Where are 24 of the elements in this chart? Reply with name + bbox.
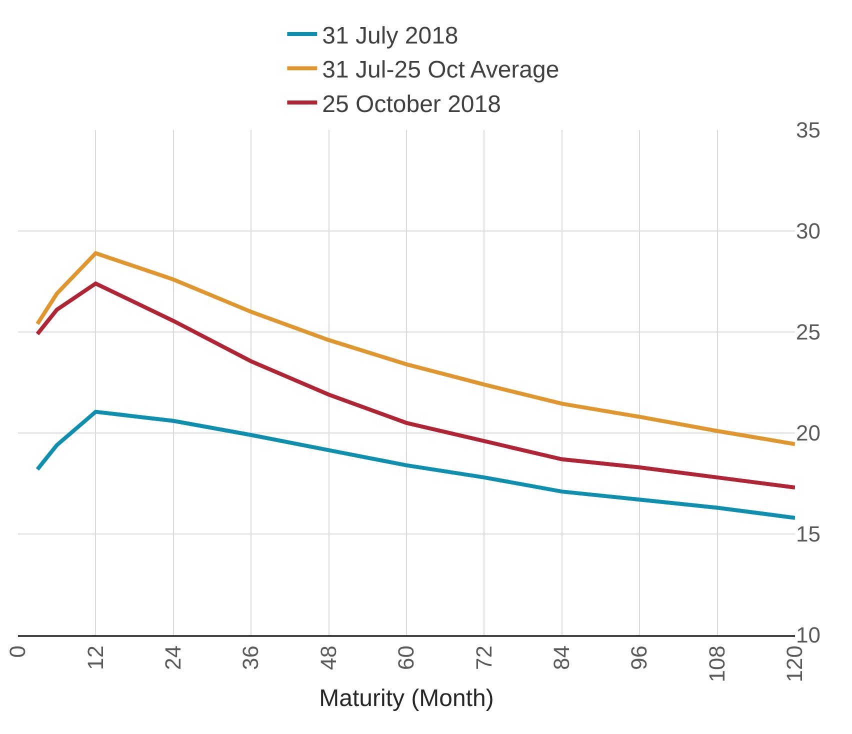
- x-tick-label: 12: [82, 646, 108, 670]
- x-tick-label: 0: [5, 646, 30, 658]
- x-tick-label: 60: [394, 646, 419, 670]
- x-tick-label: 108: [704, 646, 730, 682]
- x-tick-label: 96: [626, 646, 652, 670]
- x-tick-label: 48: [316, 646, 341, 670]
- x-axis-title: Maturity (Month): [319, 685, 494, 712]
- legend-label: 25 October 2018: [322, 90, 501, 118]
- x-tick-label: 36: [238, 646, 264, 670]
- y-tick-label: 30: [796, 218, 820, 244]
- legend-label: 31 July 2018: [322, 22, 458, 50]
- line-series: [35, 282, 795, 490]
- x-tick-label: 120: [782, 646, 808, 682]
- line-series: [35, 251, 795, 446]
- y-tick-label: 25: [796, 320, 820, 345]
- x-tick-label: 24: [160, 646, 186, 670]
- y-tick-label: 20: [796, 420, 820, 446]
- y-tick-label: 10: [796, 622, 820, 648]
- x-tick-label: 84: [549, 646, 574, 670]
- y-tick-label: 35: [796, 118, 820, 143]
- legend-label: 31 Jul-25 Oct Average: [322, 56, 560, 84]
- x-tick-label: 72: [471, 646, 496, 670]
- y-tick-label: 15: [796, 522, 820, 547]
- line-series: [35, 410, 795, 520]
